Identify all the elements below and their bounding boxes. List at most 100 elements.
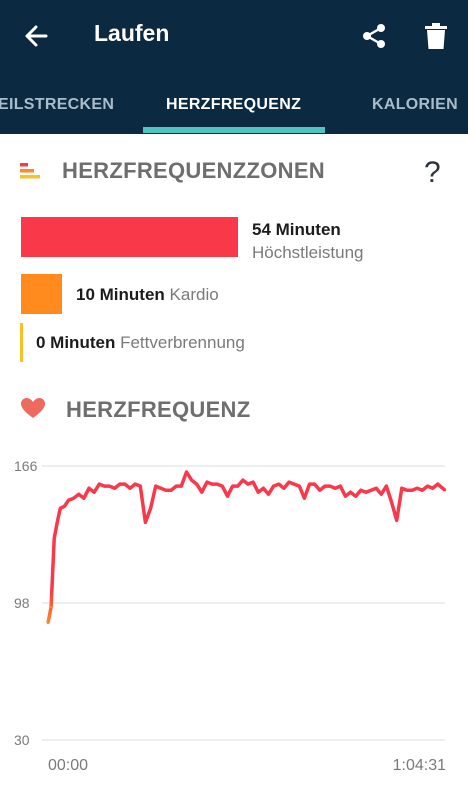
heartrate-point	[82, 497, 86, 500]
heartrate-point	[185, 470, 188, 474]
heartrate-point	[118, 482, 122, 486]
heartrate-point	[149, 507, 152, 510]
heartrate-point	[180, 484, 183, 488]
app-bar: Laufen	[0, 0, 468, 72]
heartrate-point	[375, 487, 378, 490]
heartrate-point	[98, 482, 101, 486]
heartrate-point	[436, 482, 439, 486]
heartrate-point	[395, 519, 398, 522]
heartrate-point	[431, 487, 434, 490]
heartrate-point	[354, 495, 357, 498]
heartrate-point	[364, 491, 368, 494]
heartrate-point	[267, 493, 270, 496]
tab-herzfrequenz[interactable]: HERZFREQUENZ	[166, 96, 302, 113]
heartrate-point	[405, 489, 409, 492]
heartrate-point	[195, 482, 198, 486]
zone-bar-cardio	[21, 274, 62, 314]
heartrate-point	[251, 480, 255, 484]
heartrate-point	[282, 487, 286, 490]
share-icon[interactable]	[360, 22, 388, 50]
heartrate-point	[390, 501, 393, 504]
heartrate-point	[231, 484, 234, 488]
zones-section-title: HERZFREQUENZZONEN	[62, 158, 325, 183]
heartrate-point	[287, 480, 291, 484]
y-tick-label: 98	[14, 595, 30, 611]
heartrate-point	[334, 487, 337, 490]
heartrate-point	[46, 621, 50, 625]
heartrate-point	[308, 482, 311, 486]
heartrate-point	[63, 505, 66, 508]
heartrate-point	[216, 482, 219, 486]
heartrate-point	[134, 482, 137, 486]
heartrate-point	[113, 487, 116, 490]
heartrate-point	[144, 521, 147, 524]
zone-bar-peak	[21, 217, 238, 257]
heartrate-point	[123, 482, 127, 486]
heartrate-point	[443, 489, 447, 492]
heartrate-point	[292, 482, 296, 486]
heartrate-point	[359, 489, 362, 492]
heartrate-point	[169, 489, 173, 492]
heartrate-point	[262, 487, 265, 490]
tab-eilstrecken[interactable]: EILSTRECKEN	[0, 96, 115, 113]
heartrate-point	[103, 484, 106, 488]
heartrate-point	[59, 507, 62, 510]
heartrate-point	[410, 489, 414, 492]
heartrate-point	[108, 484, 111, 488]
heartrate-point	[128, 487, 132, 490]
heartrate-point	[380, 493, 383, 496]
heartrate-point	[154, 484, 157, 488]
heartrate-point	[298, 484, 301, 488]
heartrate-point	[93, 491, 96, 494]
heartrate-point	[246, 482, 250, 486]
heartrate-point	[190, 478, 193, 482]
zone-fatburn-minutes: 0 Minuten	[36, 333, 116, 352]
heartrate-point	[159, 487, 162, 490]
heartrate-point	[344, 495, 347, 498]
heartrate-point	[175, 484, 178, 488]
heartrate-point	[318, 489, 321, 492]
x-tick-label-start: 00:00	[48, 757, 88, 774]
tab-bar: EILSTRECKEN HERZFREQUENZ KALORIEN	[0, 72, 468, 134]
heartrate-point	[349, 491, 352, 494]
zone-cardio-row: 10 Minuten Kardio	[76, 285, 219, 305]
heartrate-point	[72, 497, 75, 500]
heartrate-line	[46, 470, 447, 624]
y-tick-label: 30	[14, 732, 30, 748]
heartrate-point	[200, 491, 203, 494]
heartrate-point	[272, 484, 275, 488]
heartrate-chart: 166 98 30 00:00 1:04:31	[14, 458, 447, 774]
zone-fatburn-row: 0 Minuten Fettverbrennung	[36, 333, 245, 353]
zone-cardio-name: Kardio	[169, 285, 219, 304]
zone-fatburn-name: Fettverbrennung	[120, 333, 245, 352]
heartrate-point	[277, 482, 280, 486]
heartrate-point	[139, 484, 142, 488]
heartrate-point	[303, 497, 306, 500]
heartrate-point	[323, 484, 327, 488]
heartrate-point	[426, 484, 429, 488]
heartrate-point	[416, 487, 419, 490]
heartrate-point	[400, 487, 403, 490]
heart-icon	[21, 398, 45, 418]
heartrate-section-title: HERZFREQUENZ	[66, 397, 251, 422]
help-icon[interactable]: ?	[424, 156, 441, 189]
heartrate-point	[49, 605, 53, 609]
heartrate-point	[77, 493, 81, 496]
heartrate-point	[339, 484, 342, 488]
zone-cardio-minutes: 10 Minuten	[76, 285, 165, 304]
trash-icon[interactable]	[424, 22, 448, 50]
page-title: Laufen	[94, 20, 170, 46]
heartrate-point	[67, 499, 70, 502]
arrow-left-icon[interactable]	[22, 22, 50, 50]
zone-peak-name: Höchstleistung	[252, 243, 364, 262]
heartrate-point	[226, 495, 229, 498]
heartrate-point	[313, 482, 316, 486]
active-tab-indicator	[143, 127, 325, 133]
heartrate-point	[241, 478, 245, 482]
y-tick-label: 166	[14, 458, 38, 474]
x-tick-label-end: 1:04:31	[393, 757, 446, 774]
tab-kalorien[interactable]: KALORIEN	[372, 96, 458, 113]
heartrate-point	[257, 491, 260, 494]
heartrate-point	[328, 484, 332, 488]
zones-icon	[20, 163, 40, 179]
